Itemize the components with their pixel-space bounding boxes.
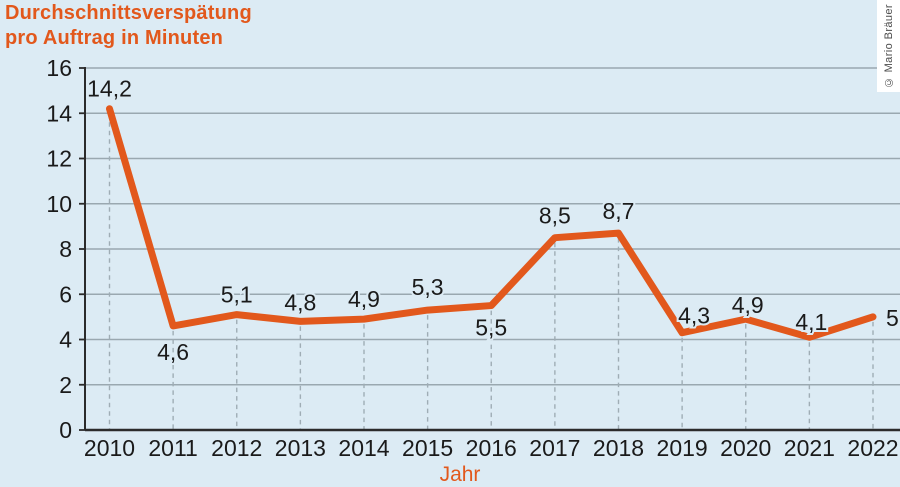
point-label-2017: 8,5	[539, 203, 571, 229]
y-tick-label-4: 4	[59, 327, 72, 353]
point-label-2015: 5,3	[412, 274, 444, 300]
point-label-2020: 4,9	[732, 292, 764, 318]
x-axis-title: Jahr	[440, 463, 481, 486]
credit-badge: © Mario Bräuer	[877, 0, 900, 92]
y-tick-label-0: 0	[59, 417, 72, 443]
point-label-2016: 5,5	[475, 315, 507, 341]
y-tick-label-8: 8	[59, 236, 72, 262]
point-label-2019: 4,3	[678, 303, 710, 329]
y-tick-label-12: 12	[46, 146, 72, 172]
x-tick-label-2018: 2018	[593, 435, 644, 461]
y-tick-label-6: 6	[59, 281, 72, 307]
x-tick-label-2017: 2017	[529, 435, 580, 461]
x-tick-label-2012: 2012	[211, 435, 262, 461]
x-tick-label-2015: 2015	[402, 435, 453, 461]
data-line	[106, 105, 877, 341]
point-label-2012: 5,1	[221, 282, 253, 308]
point-label-2011: 4,6	[157, 339, 189, 365]
x-tick-label-2022: 2022	[847, 435, 898, 461]
x-tick-label-2014: 2014	[338, 435, 389, 461]
x-tick-label-2011: 2011	[148, 435, 197, 461]
point-label-2021: 4,1	[795, 309, 827, 335]
y-tick-label-14: 14	[46, 100, 72, 126]
x-tick-label-2020: 2020	[720, 435, 771, 461]
point-label-2022: 5	[886, 305, 899, 331]
x-tick-label-2019: 2019	[657, 435, 708, 461]
x-tick-label-2013: 2013	[275, 435, 326, 461]
chart-title-line1: Durchschnittsverspätung	[5, 2, 252, 24]
y-tick-label-2: 2	[59, 372, 72, 398]
point-label-2010: 14,2	[87, 76, 132, 102]
credit-text: © Mario Bräuer	[882, 3, 895, 89]
point-label-2018: 8,7	[603, 198, 635, 224]
x-tick-label-2016: 2016	[466, 435, 517, 461]
y-tick-label-10: 10	[46, 191, 72, 217]
point-label-2013: 4,8	[284, 289, 316, 315]
y-tick-label-16: 16	[46, 55, 72, 81]
x-tick-label-2021: 2021	[784, 435, 835, 461]
chart-title-line2: pro Auftrag in Minuten	[5, 27, 224, 49]
point-label-2014: 4,9	[348, 286, 380, 312]
x-tick-label-2010: 2010	[84, 435, 135, 461]
chart-title: Durchschnittsverspätung pro Auftrag in M…	[5, 1, 252, 51]
